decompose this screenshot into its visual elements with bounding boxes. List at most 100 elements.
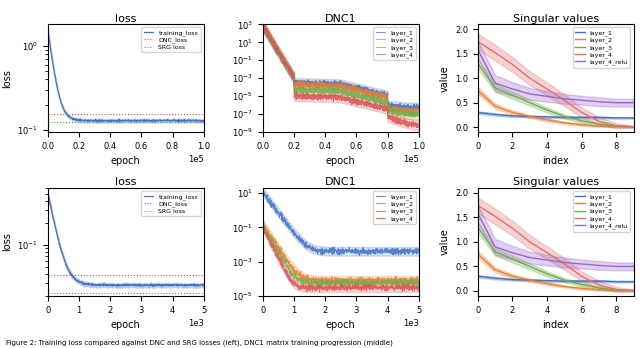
layer_4 xyxy=(561,98,568,102)
layer_4 xyxy=(578,274,586,278)
layer_4 xyxy=(335,97,342,101)
layer_1 xyxy=(378,248,385,253)
layer_3 xyxy=(349,281,357,285)
Y-axis label: loss: loss xyxy=(2,69,12,88)
layer_3 xyxy=(358,282,366,286)
layer_2 xyxy=(410,107,418,111)
layer_1 xyxy=(612,116,620,120)
layer_4_relu xyxy=(526,255,534,260)
layer_3 xyxy=(410,113,418,117)
Line: layer_3: layer_3 xyxy=(478,227,634,291)
Y-axis label: value: value xyxy=(440,65,449,92)
layer_1 xyxy=(415,250,422,254)
training_loss xyxy=(200,283,207,287)
layer_3 xyxy=(578,119,586,123)
layer_2 xyxy=(267,36,275,40)
layer_1 xyxy=(259,190,267,195)
training_loss xyxy=(136,118,143,122)
layer_2 xyxy=(331,86,339,90)
layer_3 xyxy=(561,278,568,282)
layer_4 xyxy=(595,283,603,287)
layer_3 xyxy=(316,286,323,290)
layer_2 xyxy=(358,283,366,287)
layer_1 xyxy=(410,106,418,110)
Title: Singular values: Singular values xyxy=(513,14,599,24)
Line: layer_4: layer_4 xyxy=(263,24,419,127)
Title: loss: loss xyxy=(115,177,136,187)
layer_1 xyxy=(474,110,482,114)
layer_1 xyxy=(630,279,637,284)
layer_4 xyxy=(394,287,401,291)
layer_4 xyxy=(630,288,637,293)
DNC_loss xyxy=(44,274,52,278)
layer_2 xyxy=(415,110,422,114)
DNC_loss xyxy=(44,112,52,116)
layer_3 xyxy=(526,101,534,105)
layer_2 xyxy=(394,278,401,282)
layer_4_relu xyxy=(595,263,603,268)
layer_3 xyxy=(612,288,620,292)
layer_4 xyxy=(492,214,499,219)
layer_3 xyxy=(595,122,603,126)
layer_2 xyxy=(410,109,418,113)
layer_1 xyxy=(269,202,276,206)
layer_1 xyxy=(578,115,586,119)
training_loss xyxy=(118,283,126,287)
Legend: layer_1, layer_2, layer_3, layer_4, layer_4_relu: layer_1, layer_2, layer_3, layer_4, laye… xyxy=(573,27,630,68)
layer_4 xyxy=(526,240,534,244)
Y-axis label: loss: loss xyxy=(2,232,12,251)
training_loss xyxy=(115,118,122,122)
Line: layer_3: layer_3 xyxy=(263,225,419,288)
layer_3 xyxy=(509,93,516,97)
Title: loss: loss xyxy=(115,14,136,24)
layer_4_relu xyxy=(492,81,499,85)
layer_2 xyxy=(595,288,603,292)
layer_2 xyxy=(492,268,499,272)
SRG loss xyxy=(44,291,52,295)
Text: Figure 2: Training loss compared against DNC and SRG losses (left), DNC1 matrix : Figure 2: Training loss compared against… xyxy=(6,340,393,346)
layer_1 xyxy=(526,114,534,119)
layer_4 xyxy=(543,87,551,91)
layer_4 xyxy=(612,287,620,292)
training_loss xyxy=(200,119,207,123)
layer_3 xyxy=(382,98,390,103)
layer_1 xyxy=(492,276,499,280)
layer_1 xyxy=(578,279,586,283)
layer_2 xyxy=(354,278,362,282)
layer_4 xyxy=(358,285,366,289)
layer_2 xyxy=(259,219,267,223)
training_loss xyxy=(129,283,136,287)
layer_4_relu xyxy=(612,264,620,269)
layer_4 xyxy=(630,125,637,129)
layer_1 xyxy=(595,279,603,283)
layer_1 xyxy=(526,278,534,282)
layer_3 xyxy=(561,114,568,119)
layer_2 xyxy=(415,278,422,282)
layer_1 xyxy=(543,278,551,283)
layer_4_relu xyxy=(543,94,551,98)
layer_3 xyxy=(415,112,422,116)
Line: training_loss: training_loss xyxy=(48,31,204,122)
layer_4_relu xyxy=(612,101,620,105)
Line: layer_4: layer_4 xyxy=(478,205,634,291)
layer_1 xyxy=(382,94,390,98)
layer_1 xyxy=(394,248,401,252)
layer_2 xyxy=(349,279,357,283)
layer_3 xyxy=(410,115,418,119)
layer_3 xyxy=(269,239,276,244)
training_loss xyxy=(149,285,157,289)
Line: layer_4_relu: layer_4_relu xyxy=(478,214,634,267)
layer_3 xyxy=(612,124,620,128)
Y-axis label: value: value xyxy=(440,229,449,255)
Line: layer_1: layer_1 xyxy=(263,27,419,111)
training_loss xyxy=(72,118,79,122)
layer_4_relu xyxy=(595,100,603,104)
layer_2 xyxy=(630,125,637,129)
layer_3 xyxy=(260,22,268,26)
Legend: training_loss, DNC_loss, SRG loss: training_loss, DNC_loss, SRG loss xyxy=(141,191,200,216)
layer_3 xyxy=(394,281,401,285)
Line: layer_2: layer_2 xyxy=(263,221,419,285)
training_loss xyxy=(161,119,169,123)
Legend: layer_1, layer_2, layer_3, layer_4: layer_1, layer_2, layer_3, layer_4 xyxy=(373,27,415,61)
layer_2 xyxy=(526,114,534,119)
